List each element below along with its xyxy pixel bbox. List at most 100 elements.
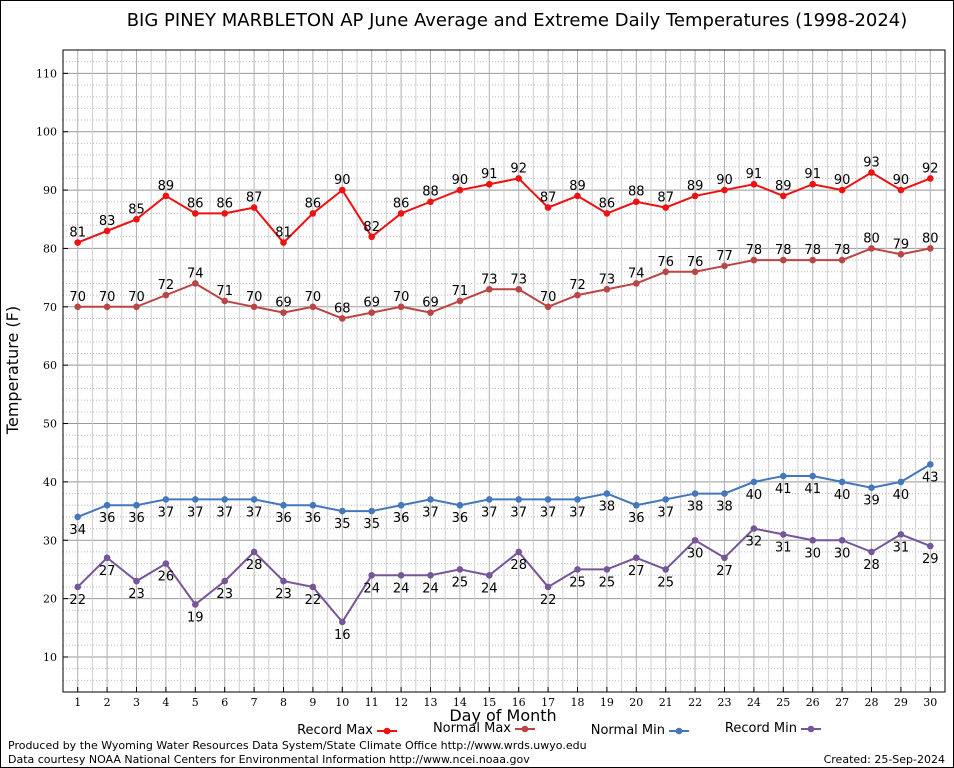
data-label-record-max: 88 (628, 185, 645, 200)
x-tick-label: 11 (365, 696, 379, 709)
y-tick-label: 50 (43, 418, 57, 431)
data-label-normal-max: 70 (305, 290, 322, 305)
data-label-normal-max: 80 (863, 231, 880, 246)
data-label-normal-max: 80 (922, 231, 939, 246)
x-tick-label: 30 (923, 696, 937, 709)
data-point-record-max (574, 192, 581, 200)
y-tick-label: 70 (43, 301, 57, 314)
data-label-record-max: 89 (687, 179, 704, 194)
data-point-normal-max (809, 256, 816, 264)
data-point-normal-max (221, 297, 228, 305)
series-line-record-max (77, 171, 931, 245)
data-point-normal-max (515, 285, 522, 293)
data-point-record-min (309, 583, 317, 591)
data-label-normal-max: 79 (893, 237, 910, 252)
x-tick-label: 22 (688, 696, 702, 709)
data-label-normal-min: 37 (510, 505, 527, 520)
data-point-normal-min (368, 507, 376, 515)
x-tick-label: 27 (835, 696, 849, 709)
data-label-normal-max: 70 (540, 290, 557, 305)
data-point-normal-min (780, 472, 787, 480)
data-point-normal-min (103, 501, 111, 509)
data-label-normal-min: 35 (334, 517, 351, 532)
x-tick-label: 23 (718, 696, 732, 709)
data-label-record-min: 16 (334, 628, 351, 643)
data-label-normal-min: 39 (863, 494, 880, 509)
data-label-normal-max: 74 (187, 266, 204, 281)
data-label-record-max: 91 (804, 167, 821, 182)
data-point-normal-max (868, 245, 875, 252)
data-point-normal-min (221, 496, 228, 503)
data-point-normal-min (721, 490, 728, 497)
data-point-record-max (544, 204, 552, 211)
data-point-record-min (486, 571, 493, 579)
data-label-record-max: 91 (746, 167, 763, 182)
series-line-record-min (76, 527, 931, 624)
data-label-record-min: 24 (393, 581, 410, 596)
x-tick-label: 26 (806, 696, 820, 709)
data-label-normal-min: 41 (775, 482, 792, 497)
data-point-normal-min (927, 461, 934, 468)
x-tick-label: 28 (865, 696, 879, 709)
series-normal-min: 34 36 36 37 37 37 37 36 36 35 35 36 37 36 37 37 37 37 38 36… (69, 461, 939, 538)
data-label-normal-max: 69 (275, 296, 292, 311)
data-label-normal-max: 73 (481, 272, 498, 287)
data-point-normal-min (162, 496, 170, 503)
data-label-normal-min: 34 (69, 523, 86, 538)
data-point-normal-min (662, 496, 669, 503)
legend-marker-normal-min (675, 727, 683, 735)
data-point-record-max (897, 186, 905, 194)
data-label-record-max: 90 (893, 173, 910, 188)
data-point-normal-max (74, 303, 81, 311)
data-point-normal-max (162, 291, 170, 299)
x-tick-label: 12 (394, 696, 408, 709)
data-label-normal-max: 70 (246, 290, 263, 305)
data-point-normal-max (397, 303, 405, 311)
data-point-record-min (515, 548, 522, 556)
data-label-normal-min: 37 (216, 505, 233, 520)
data-label-normal-min: 41 (804, 482, 821, 497)
data-label-normal-min: 36 (275, 511, 292, 526)
x-tick-label: 6 (221, 696, 228, 709)
x-tick-label: 14 (453, 696, 467, 709)
x-tick-label: 9 (309, 696, 316, 709)
x-tick-label: 2 (104, 696, 111, 709)
data-label-record-min: 27 (716, 564, 733, 579)
data-point-record-min (456, 566, 464, 573)
data-label-normal-max: 78 (746, 243, 763, 258)
data-point-normal-max (456, 297, 464, 305)
series-layer: 81 83 85 89 86 86 87 81 86 90 82 86 88 90 91 92 87 89 86 88… (69, 156, 938, 643)
data-label-normal-max: 78 (834, 243, 851, 258)
data-point-normal-max (133, 303, 140, 311)
footer-data-courtesy: Data courtesy NOAA National Centers for … (8, 753, 530, 766)
data-point-normal-max (280, 309, 287, 316)
data-label-record-min: 25 (599, 575, 616, 590)
data-point-normal-max (897, 250, 905, 258)
data-point-normal-max (103, 303, 111, 311)
data-point-normal-max (780, 256, 787, 264)
data-label-record-max: 86 (187, 196, 204, 211)
data-point-record-max (368, 233, 376, 241)
footer-created-date: Created: 25-Sep-2024 (824, 753, 945, 766)
data-point-record-max (250, 204, 258, 211)
data-label-record-max: 87 (657, 191, 674, 206)
data-point-normal-max (603, 285, 611, 293)
data-label-normal-min: 36 (128, 511, 145, 526)
data-label-record-max: 93 (863, 156, 880, 171)
legend-label-record-max: Record Max (297, 723, 373, 738)
data-label-normal-max: 77 (716, 249, 733, 264)
data-point-normal-max (574, 291, 581, 299)
data-point-record-max (838, 186, 846, 194)
data-label-normal-min: 37 (246, 505, 263, 520)
data-label-normal-max: 71 (216, 284, 233, 299)
data-point-normal-min (838, 478, 846, 486)
data-label-normal-min: 36 (628, 511, 645, 526)
legend-marker-normal-max (521, 725, 529, 733)
data-point-record-max (927, 175, 934, 182)
x-tick-label: 25 (776, 696, 790, 709)
y-tick-label: 90 (43, 184, 57, 197)
data-point-record-max (780, 192, 787, 200)
data-label-normal-max: 76 (687, 255, 704, 270)
data-point-normal-min (280, 501, 287, 509)
